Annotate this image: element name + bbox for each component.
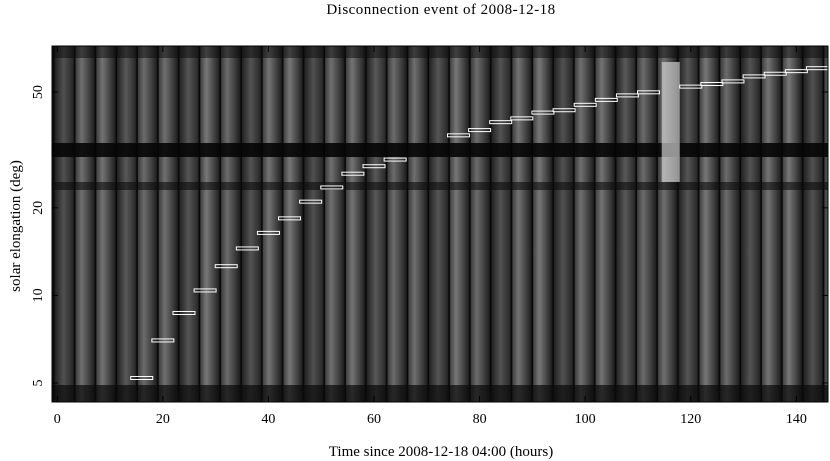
track-point-0-20 bbox=[594, 97, 618, 102]
track-point-0-29 bbox=[805, 66, 828, 71]
y-axis: 5 10 20 50 bbox=[31, 85, 828, 386]
y-tick-label: 20 bbox=[31, 201, 46, 215]
chart-title: Disconnection event of 2008-12-18 bbox=[326, 2, 555, 18]
x-tick-label: 100 bbox=[575, 412, 596, 427]
track-point-0-21 bbox=[615, 93, 639, 98]
track-point-0-4 bbox=[214, 264, 238, 269]
track-point-0-11 bbox=[362, 164, 386, 169]
x-tick-label: 120 bbox=[680, 412, 701, 427]
track-point-0-24 bbox=[700, 81, 724, 86]
track-point-0-23 bbox=[679, 84, 703, 89]
track-point-0-25 bbox=[721, 79, 745, 84]
x-tick-label: 80 bbox=[473, 412, 487, 427]
track-point-0-12 bbox=[383, 157, 407, 162]
track-point-0-9 bbox=[320, 185, 344, 190]
track-point-0-19 bbox=[573, 102, 597, 107]
track-point-0-5 bbox=[235, 246, 259, 251]
track-point-0-18 bbox=[552, 108, 576, 113]
track-point-0-8 bbox=[299, 199, 323, 204]
track-point-0-6 bbox=[256, 230, 280, 235]
x-tick-label: 20 bbox=[156, 412, 170, 427]
track-point-0-22 bbox=[637, 90, 661, 95]
x-tick-label: 60 bbox=[367, 412, 381, 427]
track-point-0-0 bbox=[130, 375, 154, 380]
track-point-0-10 bbox=[341, 171, 365, 176]
y-tick-label: 10 bbox=[31, 288, 46, 302]
track-point-0-2 bbox=[172, 310, 196, 315]
y-tick-label: 50 bbox=[31, 85, 46, 99]
track-point-0-27 bbox=[763, 71, 787, 76]
x-tick-label: 40 bbox=[261, 412, 275, 427]
y-axis-label: solar elongation (deg) bbox=[8, 160, 24, 292]
track-point-0-1 bbox=[151, 338, 175, 343]
track-point-0-28 bbox=[784, 69, 808, 74]
jmap-image bbox=[52, 46, 828, 402]
track-point-0-16 bbox=[510, 116, 534, 121]
track-point-0-14 bbox=[468, 128, 492, 133]
y-tick-label: 5 bbox=[31, 379, 46, 386]
x-tick-label: 140 bbox=[786, 412, 807, 427]
track-point-0-7 bbox=[278, 216, 302, 221]
track-marks bbox=[130, 66, 828, 380]
x-tick-label: 0 bbox=[54, 412, 61, 427]
track-point-0-15 bbox=[489, 120, 513, 125]
x-axis: 0 20 40 60 80 100 120 140 bbox=[54, 46, 807, 427]
track-point-0-17 bbox=[531, 110, 555, 115]
track-point-0-26 bbox=[742, 74, 766, 79]
x-axis-label: Time since 2008-12-18 04:00 (hours) bbox=[329, 444, 553, 460]
track-point-0-13 bbox=[446, 133, 470, 138]
plot-frame bbox=[51, 45, 829, 403]
track-point-0-3 bbox=[193, 288, 217, 293]
